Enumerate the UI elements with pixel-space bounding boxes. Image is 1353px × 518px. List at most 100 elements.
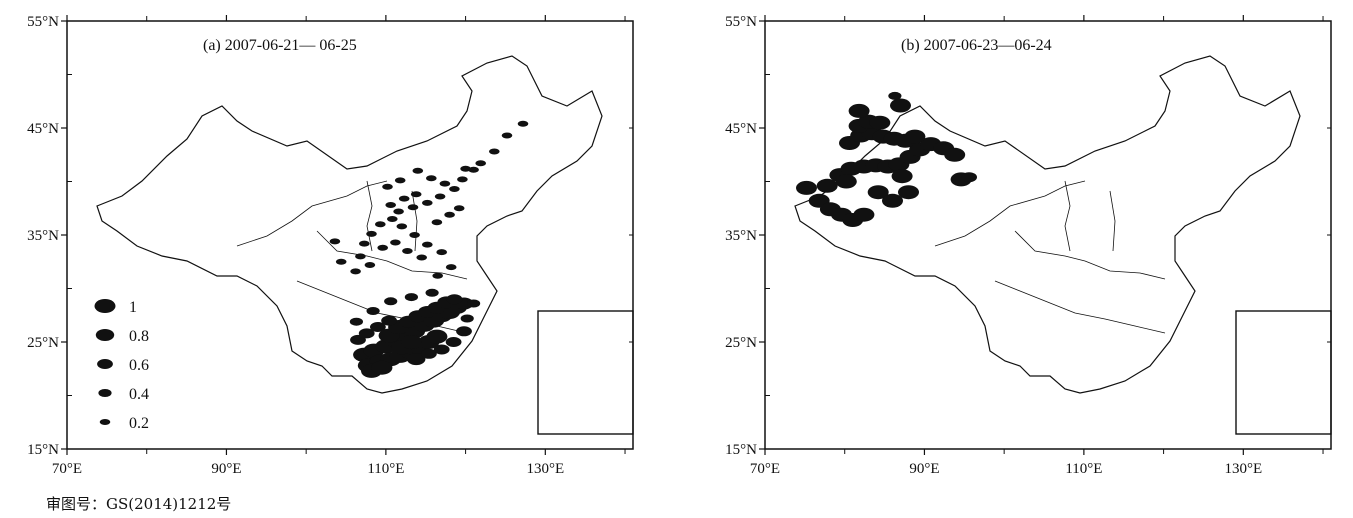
data-marker xyxy=(434,193,446,200)
data-marker xyxy=(796,180,817,195)
data-marker xyxy=(366,307,380,315)
legend-marker xyxy=(97,359,113,369)
data-marker xyxy=(439,180,451,187)
data-marker xyxy=(404,293,418,302)
data-marker xyxy=(426,329,448,344)
data-marker xyxy=(431,219,443,226)
data-marker xyxy=(377,244,389,251)
data-marker xyxy=(425,288,439,297)
data-marker xyxy=(335,258,347,265)
data-marker xyxy=(371,360,393,375)
data-marker xyxy=(329,238,341,245)
data-marker xyxy=(412,167,424,174)
data-marker xyxy=(869,115,891,130)
data-marker xyxy=(853,207,875,222)
data-marker xyxy=(398,195,410,202)
data-marker xyxy=(416,254,428,261)
data-marker xyxy=(394,177,406,184)
china-border xyxy=(96,55,603,394)
legend-label: 0.4 xyxy=(129,386,149,403)
data-marker xyxy=(867,185,889,200)
data-marker xyxy=(835,174,857,189)
data-marker xyxy=(457,176,468,183)
lon-tick-label: 130°E xyxy=(526,461,564,477)
china-border xyxy=(794,55,1301,394)
data-marker xyxy=(436,249,448,256)
lat-tick-label: 35°N xyxy=(725,228,757,244)
lat-tick-label: 15°N xyxy=(27,442,59,458)
data-marker xyxy=(848,103,870,118)
data-marker xyxy=(370,322,386,332)
data-marker xyxy=(350,268,361,275)
data-marker xyxy=(422,241,433,248)
lat-tick-label: 15°N xyxy=(725,442,757,458)
legend-label: 0.6 xyxy=(129,357,149,374)
data-marker xyxy=(396,223,408,230)
data-marker xyxy=(961,172,977,183)
river-lines xyxy=(934,180,1166,334)
data-marker xyxy=(387,216,398,222)
data-marker xyxy=(390,239,401,246)
legend: 1 0.8 0.6 0.4 0.2 xyxy=(94,299,149,432)
data-marker xyxy=(944,147,966,162)
legend-label: 0.2 xyxy=(129,415,149,432)
data-marker xyxy=(410,191,422,198)
data-marker xyxy=(364,262,376,268)
data-marker xyxy=(349,317,363,326)
lat-tick-label: 35°N xyxy=(27,228,59,244)
data-marker xyxy=(400,335,422,349)
data-marker xyxy=(816,178,838,193)
data-marker xyxy=(446,294,463,305)
lat-tick-label: 25°N xyxy=(725,335,757,351)
data-marker xyxy=(402,248,413,254)
data-marker xyxy=(407,204,419,211)
data-marker xyxy=(375,221,386,228)
data-marker xyxy=(432,272,444,279)
data-marker xyxy=(433,344,450,355)
data-marker xyxy=(456,326,472,337)
data-marker xyxy=(350,334,366,345)
panel-title: (a) 2007-06-21— 06-25 xyxy=(203,37,357,54)
data-marker xyxy=(422,199,433,206)
lon-tick-label: 70°E xyxy=(52,461,82,477)
lat-tick-label: 55°N xyxy=(725,14,757,30)
data-marker xyxy=(409,232,420,238)
lon-tick-label: 130°E xyxy=(1224,461,1262,477)
data-marker xyxy=(898,185,919,200)
legend-marker xyxy=(95,329,115,341)
data-marker xyxy=(904,129,926,144)
lat-tick-label: 25°N xyxy=(27,335,59,351)
lon-tick-label: 70°E xyxy=(750,461,780,477)
data-marker xyxy=(449,186,460,192)
data-marker xyxy=(426,175,437,182)
data-marker xyxy=(460,314,474,323)
data-marker xyxy=(882,193,903,208)
data-marker xyxy=(384,297,398,306)
legend-marker xyxy=(94,299,116,313)
data-marker xyxy=(366,230,377,237)
lon-tick-label: 90°E xyxy=(909,461,939,477)
data-marker xyxy=(381,315,397,326)
data-marker xyxy=(445,264,457,271)
data-marker xyxy=(445,337,462,347)
data-marker xyxy=(444,211,455,218)
lon-tick-label: 110°E xyxy=(367,461,404,477)
lat-tick-label: 45°N xyxy=(725,121,757,137)
legend-marker xyxy=(98,389,112,397)
lon-tick-label: 90°E xyxy=(211,461,241,477)
panel-a-map: 15°N 25°N 35°N 45°N 55°N 70°E 90°E 110°E 130°E (a… xyxy=(27,14,634,477)
data-marker xyxy=(888,91,902,100)
data-marker xyxy=(407,353,426,366)
data-marker xyxy=(460,165,471,172)
panel-b-map: 15°N 25°N 35°N 45°N 55°N 70°E 90°E 110°E 130°E (b… xyxy=(725,14,1332,477)
data-marker xyxy=(890,98,911,113)
data-marker xyxy=(358,328,375,339)
data-marker xyxy=(475,160,487,167)
data-marker xyxy=(359,240,370,247)
panel-title: (b) 2007-06-23—06-24 xyxy=(901,37,1052,54)
data-marker xyxy=(393,208,404,215)
data-marker xyxy=(501,132,513,139)
data-marker xyxy=(382,183,393,190)
data-marker xyxy=(453,205,465,212)
